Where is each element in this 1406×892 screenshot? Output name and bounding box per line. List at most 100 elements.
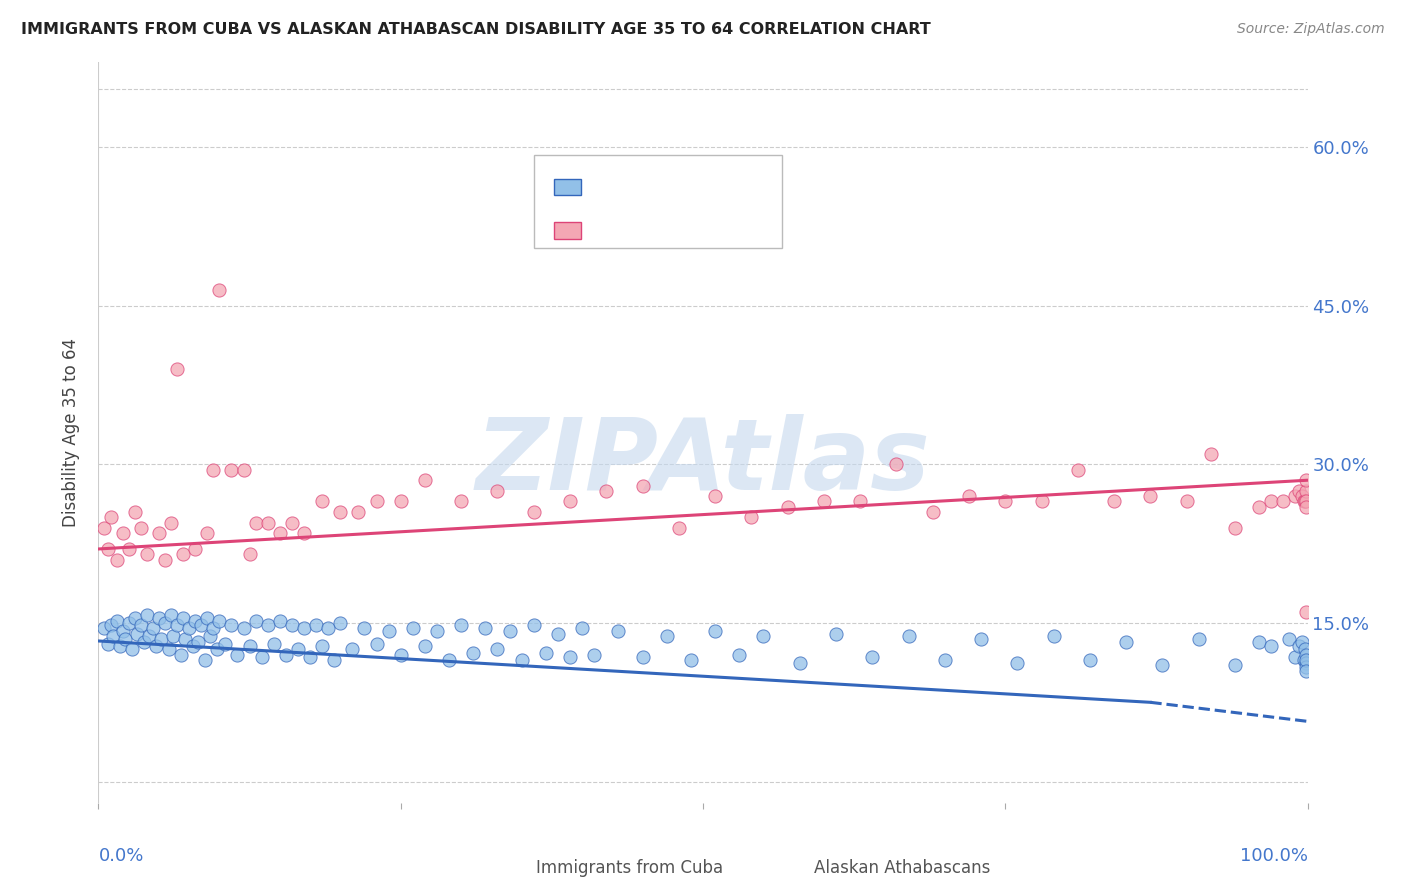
Text: N =  68: N = 68 [702,219,778,238]
Point [776,500,799,514]
Point [571,621,593,635]
Point [595,483,617,498]
Point [202,463,225,477]
Point [342,642,364,657]
Point [263,637,285,651]
Point [1007,656,1029,670]
Point [181,640,204,654]
Point [1284,649,1306,664]
Point [174,632,197,646]
Point [1139,489,1161,503]
Point [1295,660,1317,674]
FancyBboxPatch shape [554,222,581,239]
Point [198,629,221,643]
Point [994,494,1017,508]
Point [93,621,115,635]
Point [256,618,278,632]
Point [129,521,152,535]
Point [1260,640,1282,654]
Point [1295,648,1317,662]
Point [402,621,425,635]
Point [1294,642,1316,657]
Point [100,510,122,524]
Point [347,505,370,519]
Text: N = 123: N = 123 [702,177,778,194]
Point [93,521,115,535]
Point [1291,489,1313,503]
Point [239,547,262,561]
Point [250,649,273,664]
Point [287,642,309,657]
Point [208,283,231,297]
Point [245,614,267,628]
Point [558,649,581,664]
Point [118,615,141,630]
Point [166,362,188,376]
Point [353,621,375,635]
Point [221,618,243,632]
Point [1284,489,1306,503]
FancyBboxPatch shape [534,155,782,247]
Point [1152,658,1174,673]
Point [281,516,304,530]
Point [187,635,209,649]
Point [957,489,980,503]
Point [256,516,278,530]
Text: 100.0%: 100.0% [1240,847,1308,865]
Point [148,526,170,541]
Text: Alaskan Athabascans: Alaskan Athabascans [814,859,991,878]
Point [1223,658,1246,673]
Point [1291,635,1313,649]
Point [195,526,218,541]
Point [153,615,176,630]
Text: 0.0%: 0.0% [98,847,143,865]
Text: Source: ZipAtlas.com: Source: ZipAtlas.com [1237,22,1385,37]
Point [1295,473,1317,487]
Point [269,526,291,541]
Point [1295,483,1317,498]
Point [108,640,131,654]
Point [129,618,152,632]
Point [498,624,520,639]
Point [1078,653,1101,667]
Point [450,618,472,632]
Point [523,505,546,519]
Point [486,642,509,657]
Point [97,637,120,651]
Point [195,611,218,625]
Text: R =  0.256: R = 0.256 [595,219,704,238]
Point [1288,483,1310,498]
Point [311,494,333,508]
Point [860,649,883,664]
Point [160,516,183,530]
Point [704,489,727,503]
Point [101,629,124,643]
Point [124,611,146,625]
Point [1067,463,1090,477]
Point [1042,629,1064,643]
Point [134,635,156,649]
Point [205,642,228,657]
Point [631,649,654,664]
Point [194,653,217,667]
Point [111,526,134,541]
Point [145,640,167,654]
Point [329,615,352,630]
Point [190,618,212,632]
Point [970,632,993,646]
Point [631,478,654,492]
Point [184,614,207,628]
Point [323,653,346,667]
Point [534,646,557,660]
Point [221,463,243,477]
Point [413,473,436,487]
Point [329,505,352,519]
Point [153,552,176,566]
Point [886,458,908,472]
Point [1295,656,1317,670]
Point [1295,606,1317,620]
Point [1249,500,1271,514]
Point [813,494,835,508]
Point [305,618,328,632]
Point [105,614,128,628]
